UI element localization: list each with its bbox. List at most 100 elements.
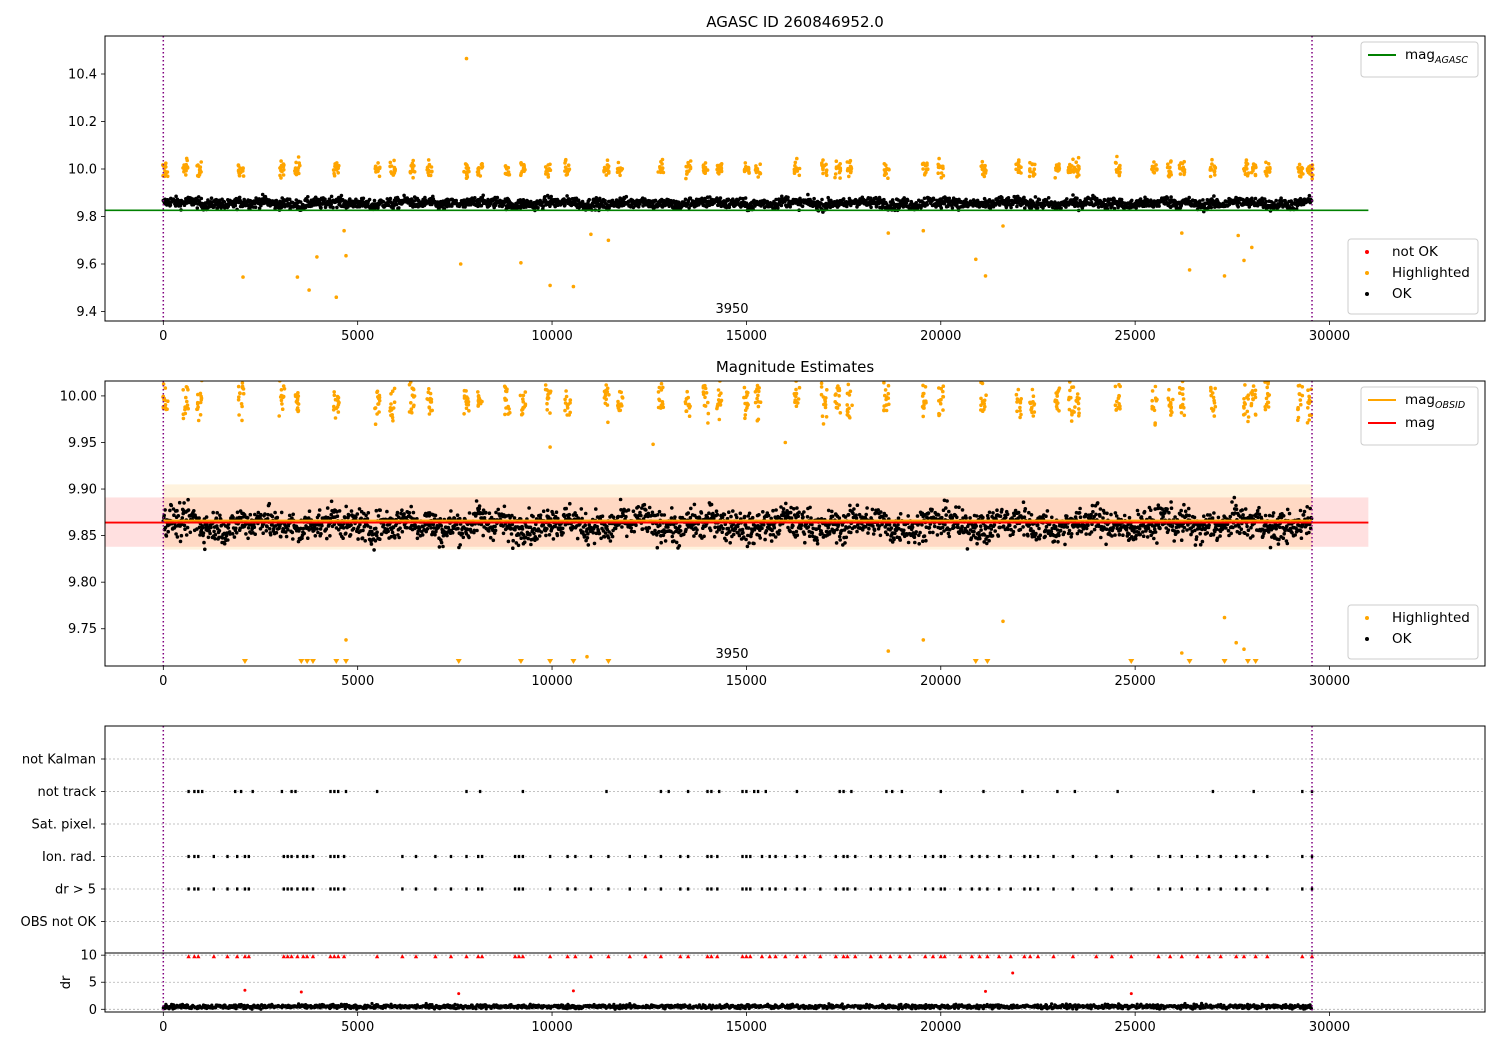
highlighted-point xyxy=(478,174,483,178)
ok-point xyxy=(547,533,552,537)
ok-point xyxy=(364,513,368,518)
ok-point xyxy=(233,203,238,208)
ok-point xyxy=(329,512,334,517)
ok-point xyxy=(659,540,663,545)
ok-point xyxy=(594,507,598,511)
ok-point xyxy=(853,525,857,529)
ok-point xyxy=(629,526,633,530)
ok-point xyxy=(795,506,799,510)
ok-point xyxy=(298,200,303,204)
ok-point xyxy=(815,541,820,546)
ok-point xyxy=(369,542,374,546)
ok-point xyxy=(324,527,329,531)
ok-point xyxy=(760,526,764,530)
ok-point xyxy=(177,500,182,505)
highlighted-point xyxy=(334,295,339,300)
ok-point xyxy=(213,536,217,541)
ok-point xyxy=(319,205,323,210)
ok-point xyxy=(1064,205,1068,209)
highlighted-point xyxy=(618,173,622,178)
ok-point xyxy=(801,515,805,519)
highlighted-point xyxy=(410,166,415,170)
highlighted-point xyxy=(307,288,311,292)
highlighted-point xyxy=(1187,268,1192,272)
highlighted-point xyxy=(983,274,988,278)
ok-point xyxy=(1130,198,1134,203)
highlighted-point xyxy=(719,162,724,166)
ok-point xyxy=(964,197,968,202)
ok-point xyxy=(720,515,725,520)
highlighted-point xyxy=(1252,166,1256,170)
highlighted-point xyxy=(719,166,724,170)
ok-point xyxy=(568,501,572,506)
highlighted-point xyxy=(184,169,188,173)
ok-point xyxy=(195,206,200,210)
ok-point xyxy=(357,507,362,511)
highlighted-point xyxy=(616,160,621,165)
ok-point xyxy=(719,524,724,528)
highlighted-point xyxy=(1017,170,1021,174)
ok-point xyxy=(509,532,514,536)
ok-point xyxy=(182,523,187,528)
ok-point xyxy=(1033,195,1038,199)
ok-point xyxy=(395,510,400,515)
ok-point xyxy=(567,512,572,517)
ok-point xyxy=(556,516,560,521)
ok-point xyxy=(655,545,660,550)
highlighted-point xyxy=(1180,161,1185,166)
ok-point xyxy=(420,533,425,537)
highlighted-point xyxy=(1299,171,1304,175)
highlighted-point xyxy=(758,171,763,176)
highlighted-point xyxy=(797,166,802,171)
ok-point xyxy=(1003,200,1008,205)
highlighted-point xyxy=(184,156,189,161)
highlighted-point xyxy=(279,168,283,173)
highlighted-point xyxy=(602,168,606,173)
highlighted-point xyxy=(1152,164,1156,169)
ok-point xyxy=(1247,205,1252,209)
ok-point xyxy=(610,534,615,539)
highlighted-point xyxy=(979,164,983,169)
ok-point xyxy=(286,527,290,532)
ok-point xyxy=(939,206,944,210)
ok-point xyxy=(684,527,688,532)
ok-point xyxy=(791,524,795,528)
ok-point xyxy=(397,206,401,210)
highlighted-point xyxy=(658,166,662,171)
highlighted-point xyxy=(548,283,552,288)
highlighted-point xyxy=(1213,166,1218,170)
ok-point xyxy=(429,526,433,530)
ok-point xyxy=(878,533,883,538)
ok-point xyxy=(780,194,784,199)
ok-point xyxy=(386,203,391,208)
highlighted-point xyxy=(617,166,621,171)
ok-point xyxy=(1023,206,1027,210)
ok-point xyxy=(729,514,733,519)
highlighted-point xyxy=(519,261,523,265)
ok-point xyxy=(586,543,591,547)
ok-point xyxy=(407,511,412,515)
ok-point xyxy=(528,532,532,537)
ok-point xyxy=(204,515,209,519)
ok-point xyxy=(1006,196,1011,200)
ok-point xyxy=(220,536,225,540)
ok-point xyxy=(817,524,822,528)
ok-point xyxy=(439,540,444,545)
ok-point xyxy=(864,525,868,529)
ok-point xyxy=(1260,199,1265,204)
x-tick-label: 15000 xyxy=(726,329,767,344)
highlighted-point xyxy=(564,173,569,177)
highlighted-point xyxy=(824,173,829,178)
ok-point xyxy=(864,512,868,517)
ok-point xyxy=(484,510,488,515)
highlighted-point xyxy=(838,166,843,171)
ok-point xyxy=(536,206,540,210)
ok-point xyxy=(1186,198,1191,203)
highlighted-point xyxy=(164,171,168,175)
ok-point xyxy=(674,540,679,545)
ok-point xyxy=(689,506,693,511)
ok-point xyxy=(773,535,778,539)
highlighted-point xyxy=(1017,160,1021,164)
ok-point xyxy=(375,530,379,534)
ok-point xyxy=(808,505,812,510)
